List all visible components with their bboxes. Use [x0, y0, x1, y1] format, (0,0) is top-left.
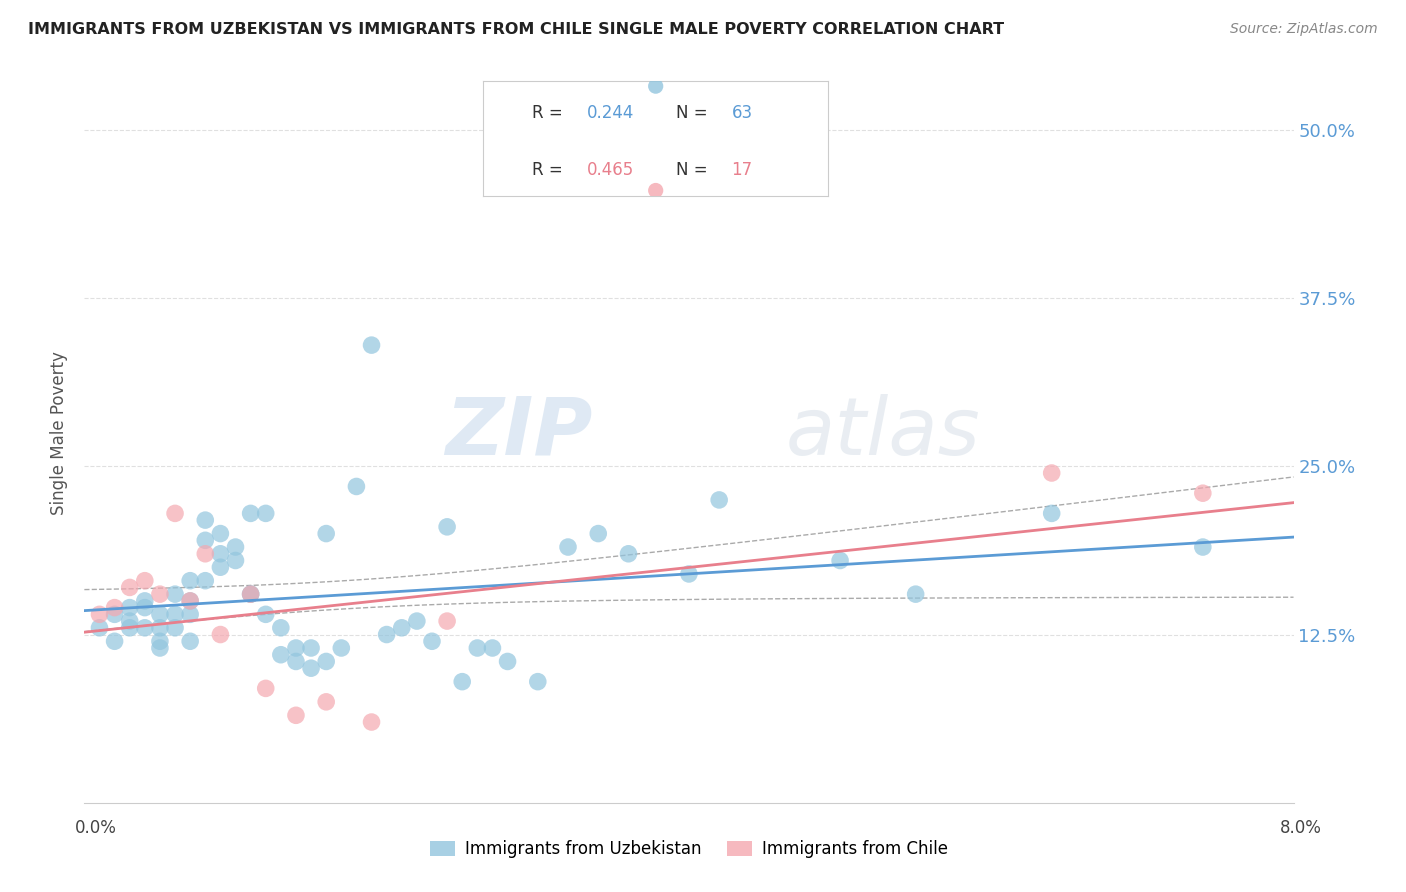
Point — [299, 640, 322, 655]
Point — [360, 338, 382, 352]
Point — [709, 492, 731, 507]
Point — [436, 520, 458, 534]
Point — [149, 607, 172, 622]
Point — [194, 513, 217, 527]
Point — [194, 547, 217, 561]
Point — [285, 640, 308, 655]
Point — [904, 587, 927, 601]
Point — [194, 574, 217, 588]
Point — [149, 634, 172, 648]
Point — [118, 600, 141, 615]
Point — [225, 553, 247, 567]
Point — [451, 674, 474, 689]
Point — [118, 614, 141, 628]
Point — [209, 526, 232, 541]
Point — [118, 621, 141, 635]
Point — [239, 507, 262, 521]
Point — [1040, 466, 1063, 480]
Text: ZIP: ZIP — [444, 393, 592, 472]
Point — [134, 621, 156, 635]
Point — [360, 714, 382, 729]
Point — [254, 507, 277, 521]
Point — [315, 655, 337, 669]
Point — [209, 627, 232, 641]
Point — [239, 587, 262, 601]
Text: 0.0%: 0.0% — [75, 819, 117, 837]
Legend: Immigrants from Uzbekistan, Immigrants from Chile: Immigrants from Uzbekistan, Immigrants f… — [423, 833, 955, 865]
Point — [149, 640, 172, 655]
Point — [239, 587, 262, 601]
Text: 8.0%: 8.0% — [1279, 819, 1322, 837]
Point — [165, 587, 187, 601]
Point — [330, 640, 353, 655]
Point — [527, 674, 550, 689]
Point — [588, 526, 610, 541]
Point — [285, 708, 308, 723]
Point — [239, 587, 262, 601]
Point — [270, 621, 292, 635]
Text: IMMIGRANTS FROM UZBEKISTAN VS IMMIGRANTS FROM CHILE SINGLE MALE POVERTY CORRELAT: IMMIGRANTS FROM UZBEKISTAN VS IMMIGRANTS… — [28, 22, 1004, 37]
Point — [194, 533, 217, 548]
Point — [179, 594, 201, 608]
Point — [481, 640, 503, 655]
Point — [179, 574, 201, 588]
Point — [1192, 540, 1215, 554]
Point — [299, 661, 322, 675]
Point — [89, 621, 111, 635]
Point — [165, 621, 187, 635]
Point — [496, 655, 519, 669]
Point — [104, 607, 127, 622]
Point — [209, 547, 232, 561]
Point — [134, 594, 156, 608]
Point — [617, 547, 640, 561]
Point — [149, 621, 172, 635]
Point — [420, 634, 443, 648]
Point — [104, 600, 127, 615]
Point — [254, 681, 277, 696]
Point — [830, 553, 852, 567]
Point — [179, 594, 201, 608]
Point — [315, 695, 337, 709]
Point — [149, 587, 172, 601]
Point — [346, 479, 368, 493]
Point — [165, 507, 187, 521]
Point — [1192, 486, 1215, 500]
Point — [436, 614, 458, 628]
Point — [134, 600, 156, 615]
Point — [118, 581, 141, 595]
Point — [1040, 507, 1063, 521]
Point — [89, 607, 111, 622]
Point — [209, 560, 232, 574]
Point — [179, 607, 201, 622]
Point — [270, 648, 292, 662]
Y-axis label: Single Male Poverty: Single Male Poverty — [51, 351, 69, 515]
Point — [678, 566, 700, 581]
Point — [254, 607, 277, 622]
Point — [285, 655, 308, 669]
Point — [179, 634, 201, 648]
Point — [375, 627, 398, 641]
Text: Source: ZipAtlas.com: Source: ZipAtlas.com — [1230, 22, 1378, 37]
Point — [467, 640, 489, 655]
Point — [406, 614, 429, 628]
Point — [225, 540, 247, 554]
Point — [165, 607, 187, 622]
Point — [104, 634, 127, 648]
Point — [134, 574, 156, 588]
Point — [315, 526, 337, 541]
Point — [391, 621, 413, 635]
Point — [557, 540, 579, 554]
Text: atlas: atlas — [786, 393, 980, 472]
